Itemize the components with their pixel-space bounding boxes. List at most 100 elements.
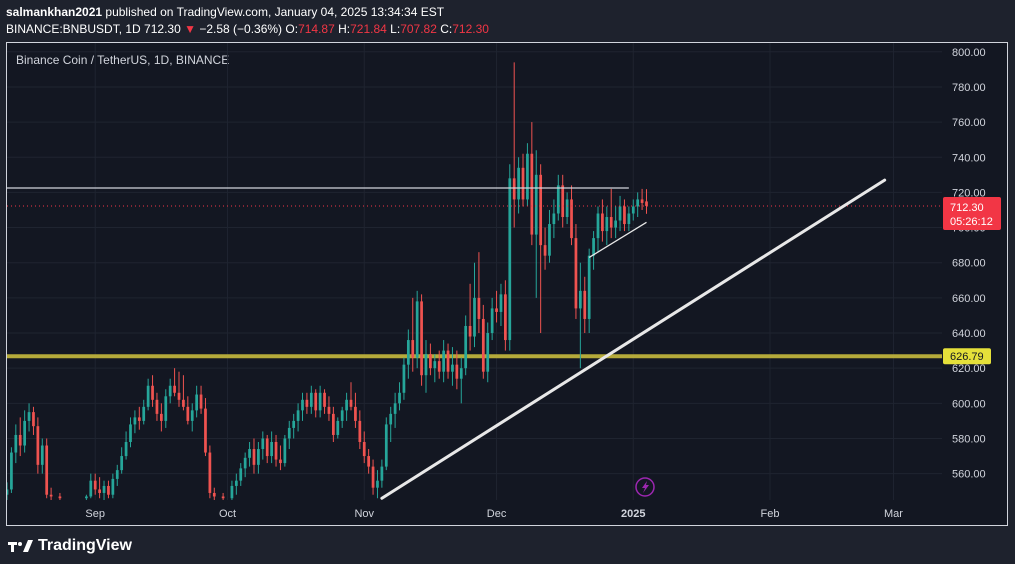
candle-body: [124, 441, 128, 457]
candle-body: [10, 452, 13, 490]
candle-body: [362, 441, 366, 457]
candle-body: [464, 325, 468, 369]
candle-body: [437, 361, 441, 372]
candle-body: [526, 153, 529, 200]
candle-body: [446, 350, 450, 372]
candle-body: [601, 213, 604, 232]
y-tick-label: 720.00: [952, 187, 986, 199]
candle-body: [429, 354, 432, 369]
candle-body: [243, 457, 247, 469]
author-name[interactable]: salmankhan2021: [6, 5, 103, 19]
candle-body: [623, 206, 626, 225]
y-tick-label: 660.00: [952, 293, 986, 305]
candle-body: [190, 410, 194, 421]
candle-body: [534, 174, 538, 235]
candle-body: [424, 354, 428, 376]
x-tick-label: Sep: [85, 508, 105, 520]
candle-body: [221, 496, 225, 499]
candle-body: [283, 438, 287, 464]
y-tick-label: 560.00: [952, 469, 986, 481]
candle-body: [406, 340, 410, 365]
candle-body: [561, 185, 565, 218]
candle-body: [490, 308, 494, 334]
candle-body: [398, 392, 401, 404]
candle-body: [627, 213, 631, 225]
candle-body: [512, 178, 516, 200]
candle-body: [252, 449, 256, 465]
x-tick-label: Nov: [354, 508, 374, 520]
candle-body: [248, 449, 251, 458]
wedge-line: [588, 221, 647, 258]
chart-frame[interactable]: [6, 42, 1008, 526]
candle-body: [340, 410, 344, 421]
candle-body: [565, 199, 569, 218]
last-price-tag-value: 712.30: [950, 202, 984, 214]
candle-body: [451, 364, 454, 372]
candle-body: [14, 434, 18, 453]
candle-body: [27, 412, 31, 421]
candle-body: [234, 480, 238, 486]
candle-body: [556, 185, 560, 214]
candle-body: [212, 492, 216, 497]
symbol-interval: BINANCE:BNBUSDT, 1D: [6, 22, 141, 36]
y-tick-label: 760.00: [952, 117, 986, 129]
high-value: 721.84: [350, 22, 387, 36]
candle-body: [151, 385, 154, 400]
candle-body: [367, 456, 371, 467]
candle-body: [486, 333, 490, 372]
candle-body: [376, 480, 379, 488]
lightning-icon[interactable]: [635, 477, 655, 497]
plot-area[interactable]: [6, 43, 942, 500]
candle-body: [137, 417, 141, 421]
candle-body: [517, 167, 520, 200]
candle-body: [583, 290, 587, 319]
candle-body: [120, 456, 124, 471]
candle-body: [115, 470, 119, 479]
candle-body: [521, 167, 525, 200]
candle-body: [645, 201, 648, 206]
open-value: 714.87: [298, 22, 335, 36]
candle-body: [543, 245, 547, 256]
candle-body: [402, 364, 406, 393]
y-tick-label: 620.00: [952, 363, 986, 375]
change-down-icon: ▼: [184, 22, 196, 36]
candle-body: [186, 406, 190, 421]
candle-body: [168, 385, 172, 397]
publish-info: salmankhan2021 published on TradingView.…: [6, 5, 444, 19]
candle-body: [609, 217, 613, 228]
candle-body: [433, 361, 437, 369]
candle-body: [393, 403, 397, 414]
candle-body: [208, 452, 212, 493]
close-value: 712.30: [452, 22, 489, 36]
tradingview-logo[interactable]: TradingView: [8, 537, 132, 555]
candle-body: [442, 350, 445, 372]
candle-body: [173, 385, 176, 393]
candle-body: [415, 301, 419, 358]
candle-body: [85, 496, 88, 499]
candle-body: [58, 496, 62, 499]
lightning-icon-ring: [635, 477, 655, 497]
candle-body: [309, 392, 313, 407]
candle-body: [18, 434, 22, 446]
candle-body: [504, 294, 507, 341]
candle-body: [455, 364, 459, 379]
candle-body: [605, 217, 609, 232]
candle-body: [530, 153, 534, 235]
candle-body: [261, 438, 265, 450]
candle-body: [49, 494, 53, 497]
last-price-tag: [943, 196, 1001, 230]
candle-body: [411, 340, 415, 358]
candle-body: [265, 438, 269, 457]
candle-body: [578, 290, 582, 309]
candle-body: [371, 466, 375, 488]
low-label: L:: [390, 22, 401, 36]
tradingview-logo-text: TradingView: [38, 537, 132, 554]
candle-body: [592, 238, 595, 256]
y-tick-label: 640.00: [952, 328, 986, 340]
candle-body: [587, 255, 591, 319]
candle-body: [345, 399, 348, 411]
candle-body: [45, 445, 49, 495]
candle-body: [481, 318, 485, 372]
candle-body: [146, 385, 150, 407]
